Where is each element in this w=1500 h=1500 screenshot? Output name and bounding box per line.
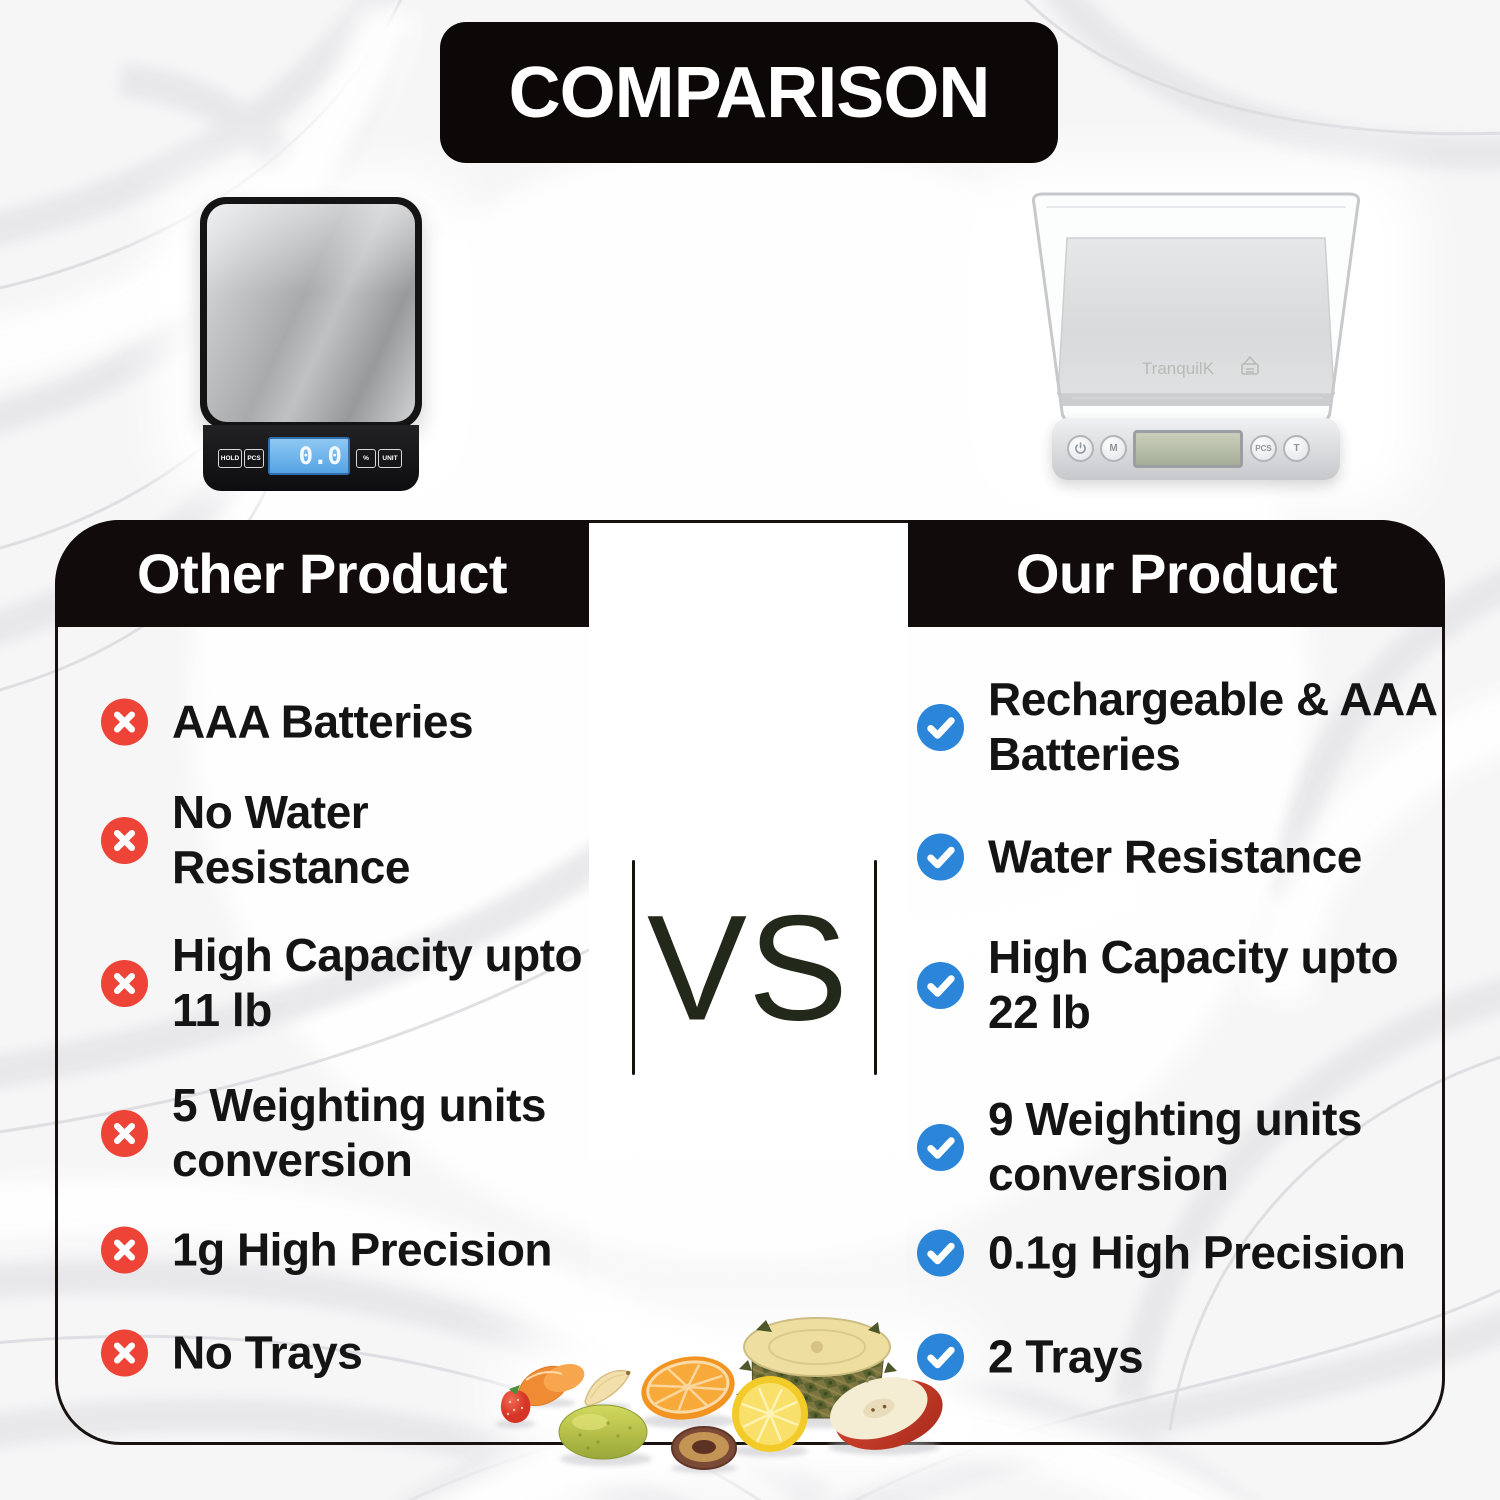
power-button bbox=[1067, 435, 1094, 462]
title-text: COMPARISON bbox=[508, 52, 991, 133]
feature-row: High Capacity upto 22 lb bbox=[917, 930, 1399, 1040]
brand-logo-icon bbox=[1241, 355, 1259, 375]
pcs-button-label: PCS bbox=[1255, 444, 1272, 453]
mandarin bbox=[518, 1364, 585, 1407]
title-badge: COMPARISON bbox=[440, 22, 1058, 163]
platform-sheen bbox=[207, 204, 415, 294]
lcd-display: 0.0 bbox=[268, 437, 350, 475]
scale-body bbox=[200, 197, 422, 429]
brand-text: TranquilK bbox=[1142, 359, 1215, 378]
feature-text: 1g High Precision bbox=[172, 1223, 553, 1276]
check-icon bbox=[917, 1123, 964, 1171]
vs-divider-line-right bbox=[874, 860, 877, 1075]
unit-button: UNIT bbox=[378, 449, 402, 468]
feature-row: High Capacity upto 11 lb bbox=[101, 928, 583, 1038]
check-icon bbox=[917, 961, 964, 1009]
lemon-half bbox=[732, 1376, 808, 1452]
cross-icon bbox=[101, 1109, 148, 1157]
pcs-button: PCS bbox=[244, 449, 264, 468]
cross-icon bbox=[101, 959, 148, 1007]
cross-icon bbox=[101, 1329, 148, 1377]
mode-button: M bbox=[1100, 435, 1127, 462]
check-icon bbox=[917, 1333, 964, 1381]
check-icon bbox=[917, 703, 964, 751]
vs-divider-line-left bbox=[632, 860, 635, 1075]
other-product-header: Other Product bbox=[55, 520, 589, 627]
vs-label: VS bbox=[646, 883, 850, 1052]
percent-button: % bbox=[356, 449, 376, 468]
orange-half bbox=[641, 1356, 735, 1420]
feature-text: 2 Trays bbox=[988, 1330, 1144, 1383]
our-product-header: Our Product bbox=[908, 520, 1445, 627]
fruits-photo bbox=[495, 1317, 943, 1473]
check-icon bbox=[917, 833, 964, 881]
apple-half bbox=[830, 1375, 943, 1450]
tare-button: T bbox=[1283, 435, 1310, 462]
feature-row: Rechargeable & AAA Batteries bbox=[917, 672, 1438, 782]
feature-text: High Capacity upto 11 lb bbox=[172, 929, 583, 1036]
mode-button-label: M bbox=[1109, 443, 1118, 454]
hold-button: HOLD bbox=[218, 449, 242, 468]
other-product-photo: HOLD PCS 0.0 % UNIT bbox=[200, 197, 422, 493]
cross-icon bbox=[101, 816, 148, 864]
feature-row: Water Resistance bbox=[917, 830, 1362, 885]
feature-row: No Trays bbox=[101, 1326, 363, 1381]
banana-piece bbox=[584, 1369, 631, 1407]
tare-button-label: T bbox=[1293, 443, 1300, 454]
center-divider-backdrop bbox=[589, 523, 907, 1323]
scale-base: M PCS T bbox=[1052, 418, 1340, 480]
feature-row: 5 Weighting units conversion bbox=[101, 1078, 546, 1188]
feature-text: Water Resistance bbox=[988, 830, 1362, 883]
pcs-button: PCS bbox=[1250, 435, 1277, 462]
scale-tray-and-platform: TranquilK bbox=[1031, 192, 1361, 424]
feature-text: Rechargeable & AAA Batteries bbox=[988, 673, 1438, 780]
feature-row: 0.1g High Precision bbox=[917, 1226, 1406, 1281]
cross-icon bbox=[101, 698, 148, 746]
feature-row: AAA Batteries bbox=[101, 695, 474, 750]
feature-row: 2 Trays bbox=[917, 1330, 1144, 1385]
feature-text: No Water Resistance bbox=[172, 786, 410, 893]
pineapple bbox=[736, 1317, 900, 1419]
feature-row: 9 Weighting units conversion bbox=[917, 1092, 1362, 1202]
our-product-header-label: Our Product bbox=[1015, 542, 1338, 605]
feature-text: No Trays bbox=[172, 1326, 363, 1379]
feature-text: AAA Batteries bbox=[172, 695, 474, 748]
cross-icon bbox=[101, 1226, 148, 1274]
feature-text: High Capacity upto 22 lb bbox=[988, 931, 1399, 1038]
check-icon bbox=[917, 1229, 964, 1277]
strawberry bbox=[500, 1385, 531, 1423]
steel-platform bbox=[207, 204, 415, 422]
feature-text: 0.1g High Precision bbox=[988, 1226, 1406, 1279]
lcd-value: 0.0 bbox=[298, 442, 342, 470]
feature-text: 5 Weighting units conversion bbox=[172, 1079, 546, 1186]
scale-lcd bbox=[1133, 430, 1243, 468]
feature-text: 9 Weighting units conversion bbox=[988, 1093, 1362, 1200]
other-product-header-label: Other Product bbox=[137, 542, 507, 605]
guava-half bbox=[558, 1404, 648, 1460]
power-icon bbox=[1075, 442, 1086, 454]
feature-row: 1g High Precision bbox=[101, 1223, 553, 1278]
feature-row: No Water Resistance bbox=[101, 785, 410, 895]
our-product-photo: TranquilK M PCS bbox=[1000, 190, 1392, 492]
fig-half bbox=[671, 1426, 737, 1470]
scale-control-panel: HOLD PCS 0.0 % UNIT bbox=[203, 425, 419, 491]
